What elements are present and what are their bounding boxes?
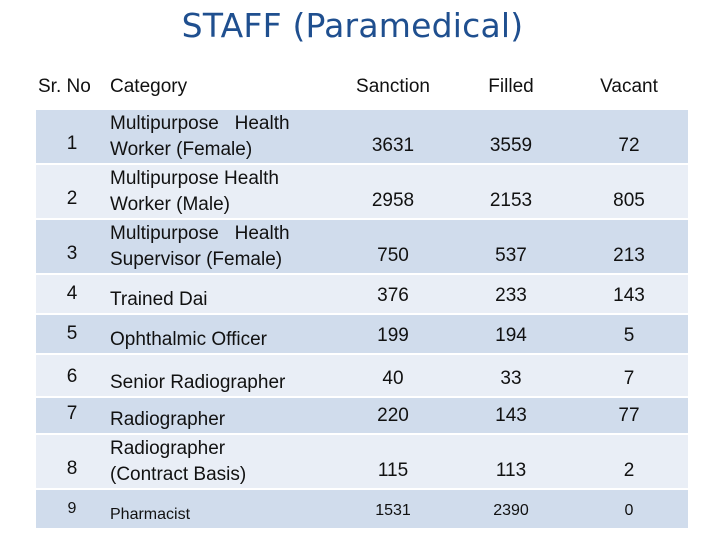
row-sr-no: 7 xyxy=(36,397,108,435)
table-row: 6 Senior Radiographer 40 33 7 xyxy=(36,354,688,398)
row-sanction: 115 xyxy=(334,434,452,490)
table-row: 2 Multipurpose Health Worker (Male) 2958 215… xyxy=(36,164,688,220)
header-category: Category xyxy=(108,74,334,110)
row-category: Pharmacist xyxy=(108,489,334,530)
row-vacant: 5 xyxy=(570,314,688,355)
row-sanction: 3631 xyxy=(334,109,452,165)
row-sr-no: 6 xyxy=(36,354,108,398)
row-category: Multipurpose Health Supervisor (Female) xyxy=(108,219,334,275)
row-vacant: 143 xyxy=(570,274,688,315)
header-vacant: Vacant xyxy=(570,74,688,110)
row-sr-no: 9 xyxy=(36,489,108,530)
page-title: STAFF (Paramedical) xyxy=(181,6,524,45)
row-sanction: 750 xyxy=(334,219,452,275)
header-sr-no: Sr. No xyxy=(36,74,108,110)
row-filled: 2153 xyxy=(452,164,570,220)
row-category: Multipurpose Health Worker (Female) xyxy=(108,109,334,165)
row-vacant: 0 xyxy=(570,489,688,530)
row-vacant: 2 xyxy=(570,434,688,490)
row-category: Multipurpose Health Worker (Male) xyxy=(108,164,334,220)
row-filled: 113 xyxy=(452,434,570,490)
row-vacant: 805 xyxy=(570,164,688,220)
row-sanction: 220 xyxy=(334,397,452,435)
table-row: 8 Radiographer (Contract Basis) 115 113 2 xyxy=(36,434,688,490)
table-row: 7 Radiographer 220 143 77 xyxy=(36,397,688,435)
category-line: Ophthalmic Officer xyxy=(110,329,267,350)
row-vacant: 213 xyxy=(570,219,688,275)
table-row: 3 Multipurpose Health Supervisor (Female) 7… xyxy=(36,219,688,275)
category-line: Supervisor (Female) xyxy=(110,249,283,270)
category-line: Pharmacist xyxy=(110,506,191,523)
category-line: Multipurpose Health xyxy=(110,223,290,244)
category-line: Senior Radiographer xyxy=(110,372,286,393)
row-filled: 143 xyxy=(452,397,570,435)
category-line: Trained Dai xyxy=(110,289,208,310)
row-category: Radiographer (Contract Basis) xyxy=(108,434,334,490)
row-sanction: 376 xyxy=(334,274,452,315)
row-sr-no: 2 xyxy=(36,164,108,220)
table-header-row: Sr. No Category Sanction Filled Vacant xyxy=(36,74,688,110)
row-category: Ophthalmic Officer xyxy=(108,314,334,355)
table-row: 5 Ophthalmic Officer 199 194 5 xyxy=(36,314,688,355)
category-line: Worker (Male) xyxy=(110,194,230,215)
row-vacant: 7 xyxy=(570,354,688,398)
row-sanction: 2958 xyxy=(334,164,452,220)
header-filled: Filled xyxy=(452,74,570,110)
row-filled: 3559 xyxy=(452,109,570,165)
table-row: 4 Trained Dai 376 233 143 xyxy=(36,274,688,315)
row-sr-no: 1 xyxy=(36,109,108,165)
category-line: (Contract Basis) xyxy=(110,464,247,485)
row-sr-no: 4 xyxy=(36,274,108,315)
row-vacant: 77 xyxy=(570,397,688,435)
table-row: 1 Multipurpose Health Worker (Female) 3631 3… xyxy=(36,109,688,165)
row-sanction: 199 xyxy=(334,314,452,355)
row-filled: 33 xyxy=(452,354,570,398)
category-line: Multipurpose Health xyxy=(110,113,290,134)
row-sanction: 1531 xyxy=(334,489,452,530)
table-row: 9 Pharmacist 1531 2390 0 xyxy=(36,489,688,530)
row-filled: 2390 xyxy=(452,489,570,530)
staff-table: Sr. No Category Sanction Filled Vacant 1… xyxy=(36,74,688,530)
category-line: Multipurpose Health xyxy=(110,168,279,189)
row-vacant: 72 xyxy=(570,109,688,165)
header-sanction: Sanction xyxy=(334,74,452,110)
row-sr-no: 3 xyxy=(36,219,108,275)
category-line: Worker (Female) xyxy=(110,139,253,160)
row-category: Trained Dai xyxy=(108,274,334,315)
row-category: Radiographer xyxy=(108,397,334,435)
row-filled: 233 xyxy=(452,274,570,315)
row-sr-no: 5 xyxy=(36,314,108,355)
category-line: Radiographer xyxy=(110,409,226,430)
category-line: Radiographer xyxy=(110,438,226,459)
row-filled: 194 xyxy=(452,314,570,355)
row-filled: 537 xyxy=(452,219,570,275)
row-sanction: 40 xyxy=(334,354,452,398)
row-category: Senior Radiographer xyxy=(108,354,334,398)
row-sr-no: 8 xyxy=(36,434,108,490)
